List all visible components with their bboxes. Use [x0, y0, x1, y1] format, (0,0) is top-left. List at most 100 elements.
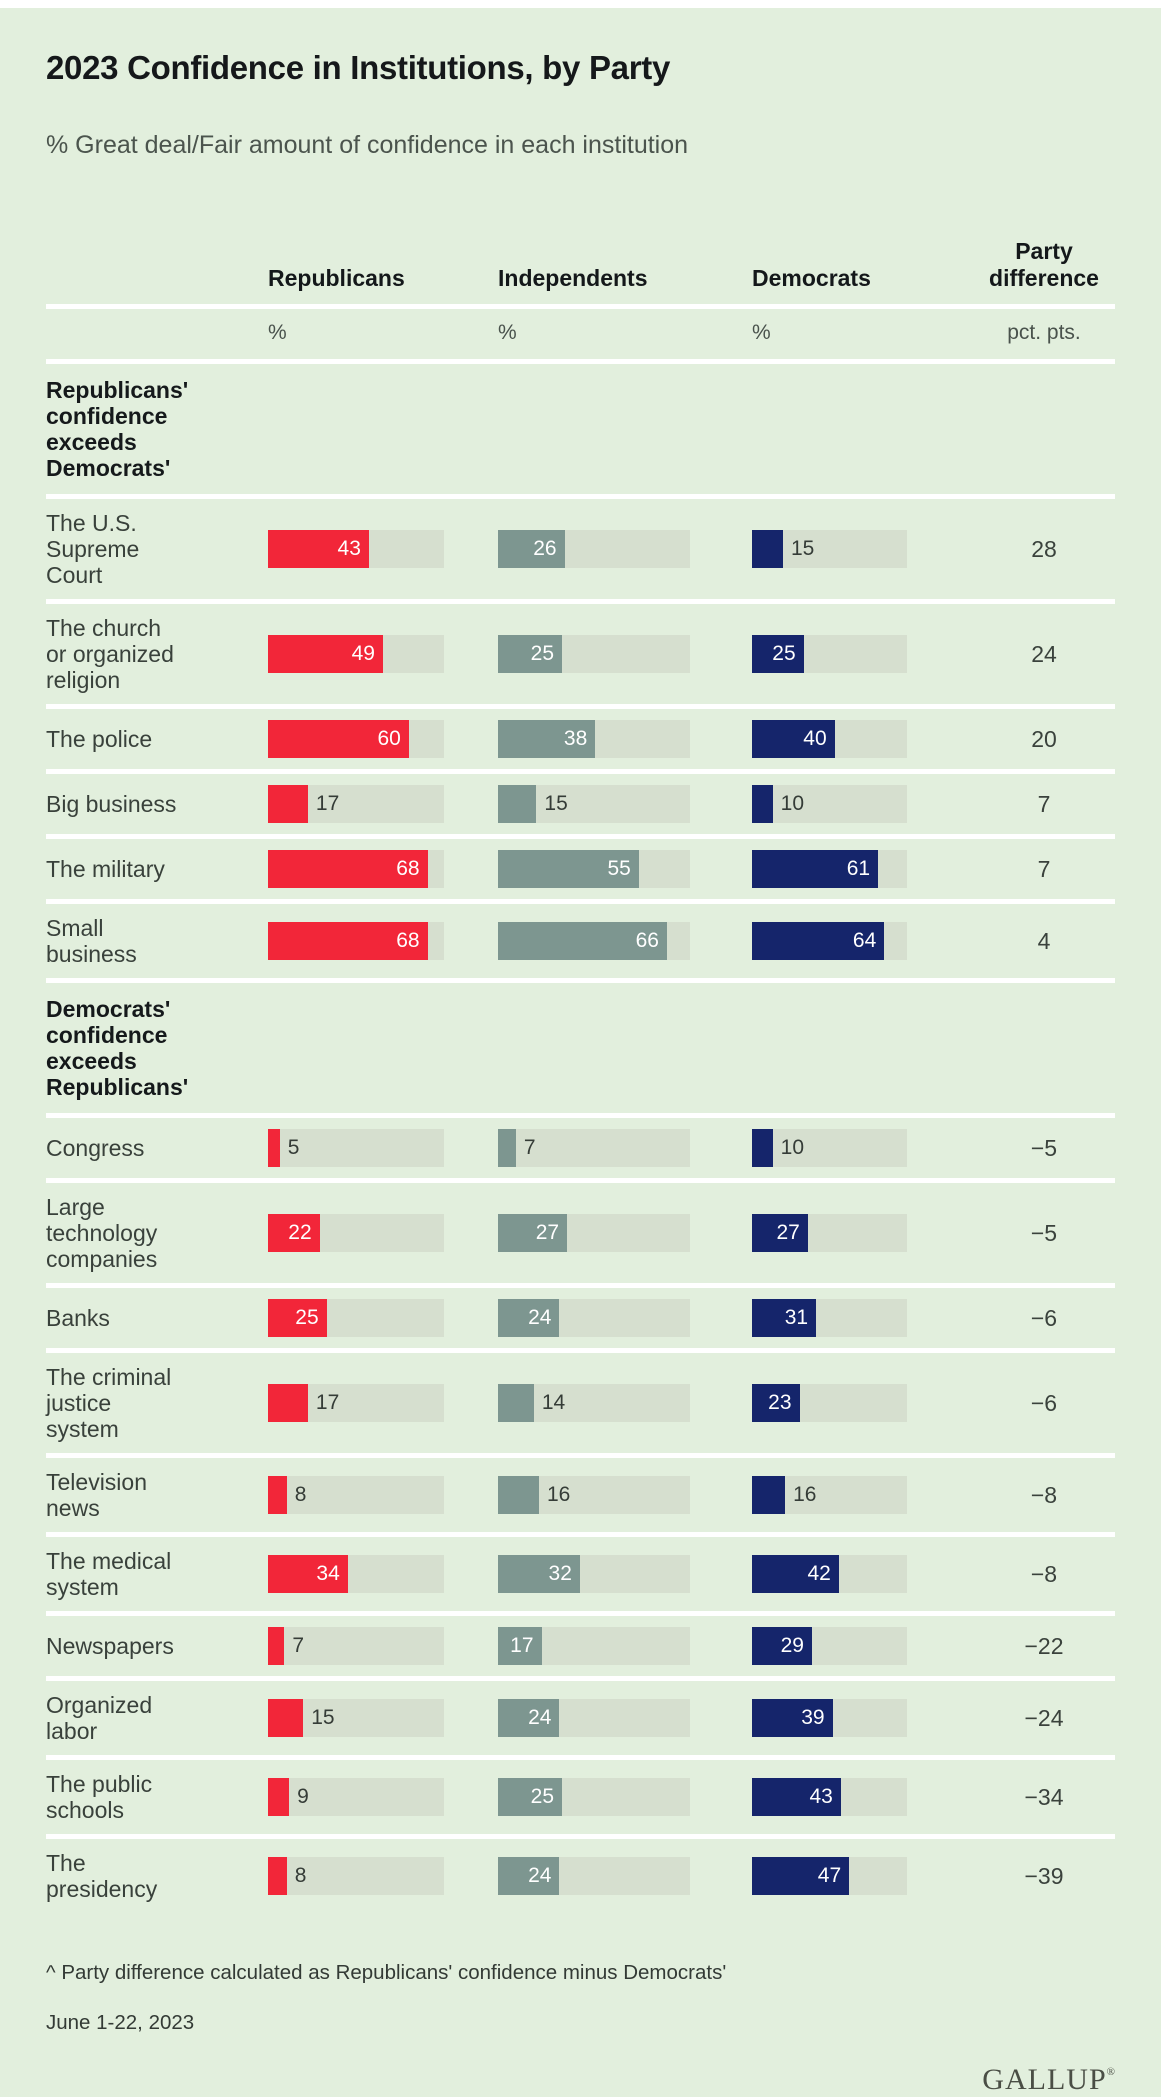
chart-card: 2023 Confidence in Institutions, by Part…	[0, 48, 1161, 2097]
bar-value-label: 16	[546, 1483, 571, 1506]
bar-democrats: 29	[752, 1627, 812, 1665]
bar-value-label: 8	[294, 1483, 307, 1506]
bar-track: 9	[268, 1778, 444, 1816]
registered-mark: ®	[1106, 2066, 1115, 2078]
bar-track: 40	[752, 720, 907, 758]
brand-row: GALLUP®	[46, 2063, 1115, 2097]
bar-value-label: 7	[523, 1136, 536, 1159]
bar-value-label: 15	[544, 792, 568, 815]
bar-track: 24	[498, 1699, 690, 1737]
gallup-logo: GALLUP®	[982, 2063, 1115, 2096]
section-header-line: Republicans'	[46, 1074, 189, 1100]
row-label-line: Court	[46, 562, 103, 588]
party-difference-line1: Party	[1015, 238, 1073, 264]
bar-cell-independents: 16	[498, 1476, 690, 1514]
party-difference-value: 7	[1037, 790, 1051, 817]
row-label: The military	[46, 856, 268, 882]
bar-cell-independents: 25	[498, 1778, 690, 1816]
party-difference-value: 28	[1031, 535, 1057, 562]
row-label: The presidency	[46, 1850, 268, 1902]
bar-republicans	[268, 1857, 287, 1895]
row-label-line: or organized	[46, 641, 174, 667]
bar-cell-republicans: 43	[268, 530, 444, 568]
bar-value-label: 15	[311, 1706, 335, 1729]
bar-track: 17	[268, 785, 444, 823]
bar-track: 42	[752, 1555, 907, 1593]
bar-republicans	[268, 1778, 290, 1816]
bar-democrats: 25	[752, 635, 804, 673]
bar-track: 17	[498, 1627, 690, 1665]
bar-republicans	[268, 1476, 287, 1514]
bar-track: 16	[498, 1476, 690, 1514]
row-label-line: Large	[46, 1194, 105, 1220]
section-header-line: confidence	[46, 403, 168, 429]
bar-value-label: 16	[793, 1483, 817, 1506]
row-label-line: Small	[46, 915, 104, 941]
table-row: Banks 25 24 31 −6	[46, 1288, 1115, 1353]
bar-cell-republicans: 15	[268, 1699, 444, 1737]
bar-republicans: 25	[268, 1299, 327, 1337]
row-label-line: Banks	[46, 1305, 110, 1331]
unit-party-difference: pct. pts.	[1007, 321, 1081, 344]
bar-cell-democrats: 16	[752, 1476, 907, 1514]
bar-track: 29	[752, 1627, 907, 1665]
bar-track: 15	[268, 1699, 444, 1737]
section-header-row: Republicans' confidence exceeds Democrats'	[46, 364, 1115, 499]
table-row: The public schools 9 25 43 −34	[46, 1760, 1115, 1839]
row-label-line: news	[46, 1495, 100, 1521]
bar-republicans	[268, 1699, 304, 1737]
row-label-line: business	[46, 941, 137, 967]
bar-cell-republicans: 34	[268, 1555, 444, 1593]
bar-independents: 17	[498, 1627, 542, 1665]
bar-republicans: 60	[268, 720, 409, 758]
column-header-independents: Independents	[498, 265, 648, 291]
party-difference-value: −24	[1024, 1704, 1064, 1731]
table-row: The criminal justice system 17 14 23 −6	[46, 1353, 1115, 1458]
bar-cell-republicans: 68	[268, 850, 444, 888]
bar-track: 68	[268, 850, 444, 888]
bar-track: 34	[268, 1555, 444, 1593]
bar-track: 26	[498, 530, 690, 568]
footnote: ^ Party difference calculated as Republi…	[46, 1961, 727, 1984]
row-label-line: The U.S.	[46, 510, 137, 536]
bar-independents: 38	[498, 720, 596, 758]
table-body: Republicans' confidence exceeds Democrats' T…	[46, 364, 1115, 1913]
party-difference-line2: difference	[989, 265, 1099, 291]
bar-cell-independents: 24	[498, 1299, 690, 1337]
bar-track: 15	[752, 530, 907, 568]
bar-democrats: 23	[752, 1384, 800, 1422]
row-label-line: The criminal	[46, 1364, 172, 1390]
bar-cell-independents: 55	[498, 850, 690, 888]
table-row: The military 68 55 61 7	[46, 839, 1115, 904]
bar-track: 14	[498, 1384, 690, 1422]
bar-republicans: 43	[268, 530, 369, 568]
table-row: The medical system 34 32 42 −8	[46, 1537, 1115, 1616]
row-label: Large technology companies	[46, 1194, 268, 1272]
row-label: Television news	[46, 1469, 268, 1521]
section-header-line: exceeds	[46, 429, 137, 455]
bar-independents	[498, 1384, 534, 1422]
row-label-line: labor	[46, 1718, 98, 1744]
party-difference-value: −6	[1030, 1389, 1058, 1416]
party-difference-value: −34	[1024, 1783, 1064, 1810]
bar-track: 7	[268, 1627, 444, 1665]
bar-track: 27	[498, 1214, 690, 1252]
bar-cell-democrats: 15	[752, 530, 907, 568]
bar-cell-independents: 14	[498, 1384, 690, 1422]
bar-value-label: 10	[780, 792, 805, 815]
bar-track: 7	[498, 1129, 690, 1167]
row-label-line: system	[46, 1574, 119, 1600]
bar-cell-independents: 25	[498, 635, 690, 673]
bar-value-label: 14	[541, 1391, 566, 1414]
bar-independents	[498, 1476, 539, 1514]
bar-cell-republicans: 68	[268, 922, 444, 960]
bar-track: 47	[752, 1857, 907, 1895]
bar-independents: 25	[498, 635, 562, 673]
bar-cell-republicans: 5	[268, 1129, 444, 1167]
bar-cell-democrats: 64	[752, 922, 907, 960]
section-header: Republicans' confidence exceeds Democrats'	[46, 375, 268, 483]
row-label: Banks	[46, 1305, 268, 1331]
bar-cell-democrats: 43	[752, 1778, 907, 1816]
row-label-line: The military	[46, 856, 165, 882]
column-header-democrats: Democrats	[752, 265, 871, 291]
